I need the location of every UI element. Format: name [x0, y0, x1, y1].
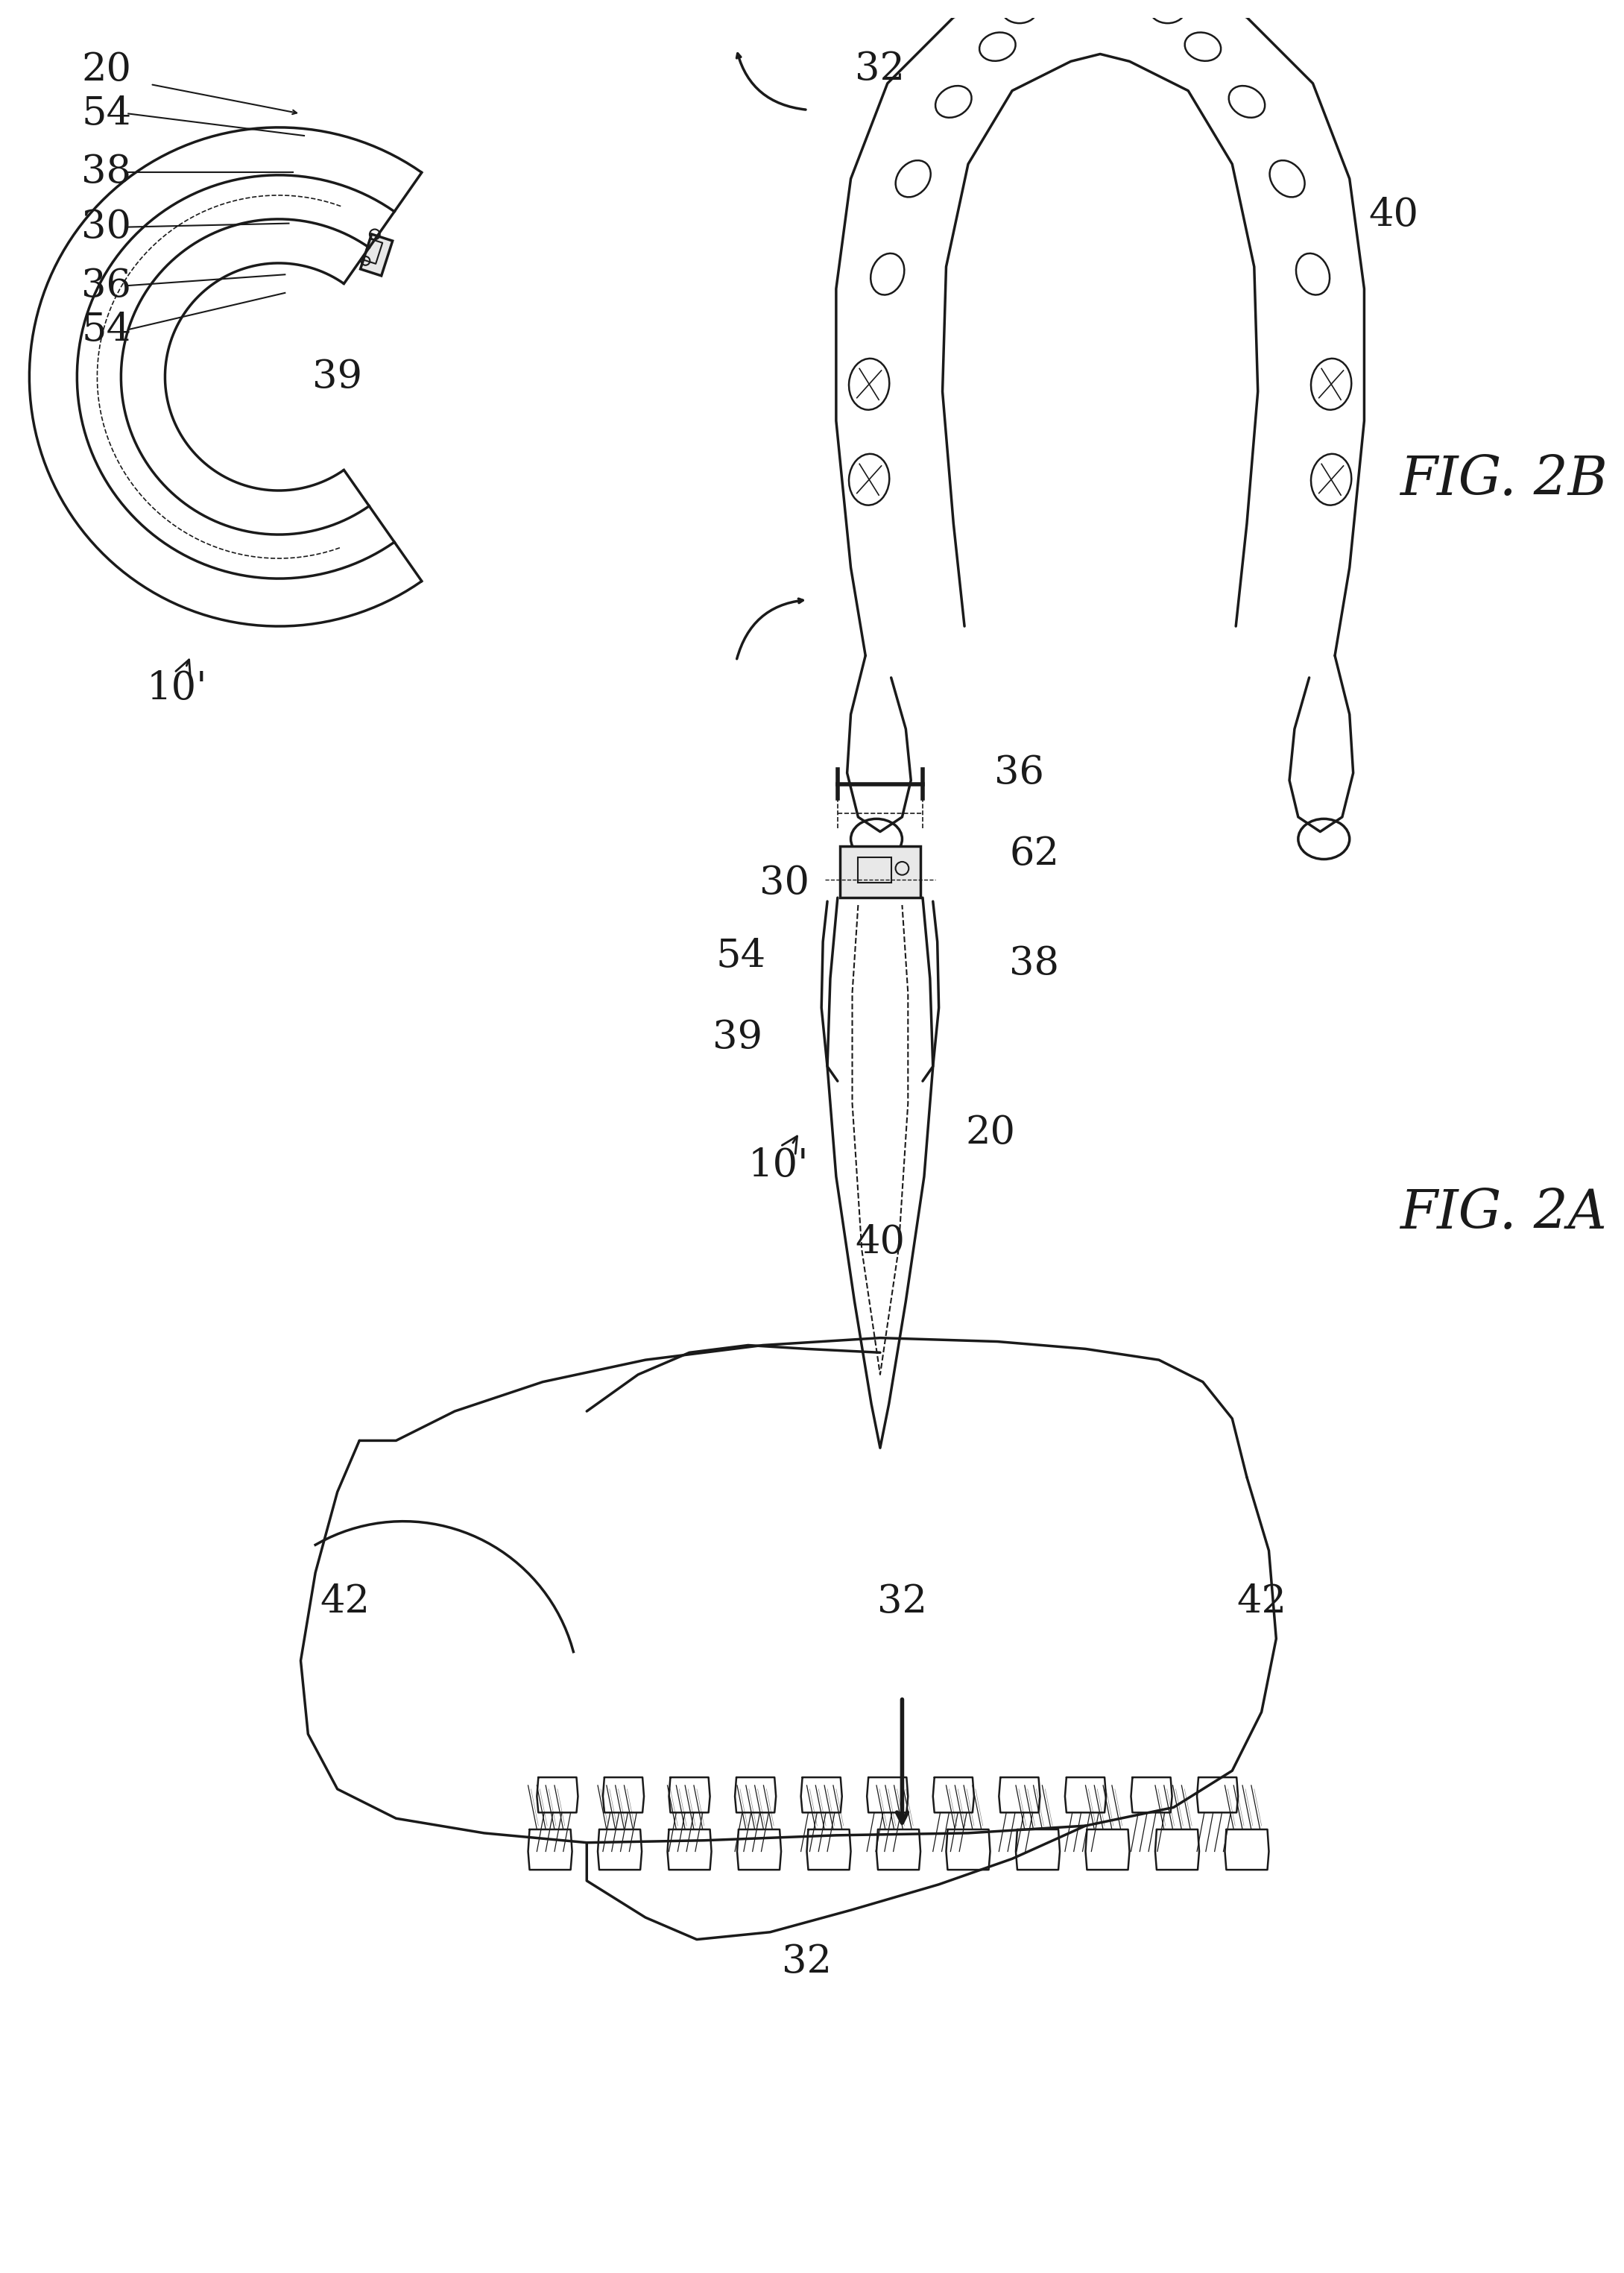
- Ellipse shape: [1298, 818, 1350, 859]
- Ellipse shape: [895, 161, 931, 198]
- Text: 30: 30: [760, 864, 810, 902]
- Ellipse shape: [851, 818, 903, 859]
- Ellipse shape: [1311, 455, 1351, 505]
- Text: 40: 40: [1369, 195, 1418, 234]
- Ellipse shape: [1296, 252, 1330, 295]
- Text: 39: 39: [312, 357, 362, 396]
- Bar: [857, 857, 892, 882]
- Text: 39: 39: [713, 1018, 762, 1057]
- Text: 36: 36: [81, 266, 132, 305]
- Bar: [840, 846, 921, 898]
- Text: 38: 38: [1009, 946, 1059, 982]
- Text: 62: 62: [1009, 834, 1059, 873]
- Text: 32: 32: [877, 1582, 927, 1621]
- Ellipse shape: [849, 359, 890, 409]
- Text: 20: 20: [81, 50, 132, 89]
- Text: 54: 54: [716, 936, 767, 975]
- Text: FIG. 2B: FIG. 2B: [1400, 452, 1608, 507]
- Text: 20: 20: [965, 1114, 1015, 1152]
- Ellipse shape: [1229, 86, 1265, 118]
- Ellipse shape: [849, 455, 890, 505]
- Ellipse shape: [935, 86, 971, 118]
- Ellipse shape: [1311, 359, 1351, 409]
- Text: 54: 54: [81, 311, 132, 348]
- Text: 32: 32: [856, 50, 905, 89]
- Ellipse shape: [1270, 161, 1304, 198]
- Text: 36: 36: [994, 755, 1044, 791]
- Text: 42: 42: [1236, 1582, 1286, 1621]
- Ellipse shape: [1150, 0, 1186, 23]
- Text: 40: 40: [856, 1223, 905, 1262]
- Text: 54: 54: [81, 95, 132, 132]
- Text: 32: 32: [781, 1943, 831, 1980]
- Ellipse shape: [1186, 32, 1221, 61]
- Text: 10': 10': [749, 1136, 809, 1184]
- Text: 38: 38: [81, 152, 132, 191]
- Ellipse shape: [1002, 0, 1038, 23]
- Text: 10': 10': [146, 659, 208, 707]
- Polygon shape: [361, 234, 393, 275]
- Text: 30: 30: [81, 209, 132, 245]
- Text: 42: 42: [320, 1582, 370, 1621]
- Ellipse shape: [870, 252, 905, 295]
- Ellipse shape: [979, 32, 1015, 61]
- Text: FIG. 2A: FIG. 2A: [1400, 1187, 1608, 1239]
